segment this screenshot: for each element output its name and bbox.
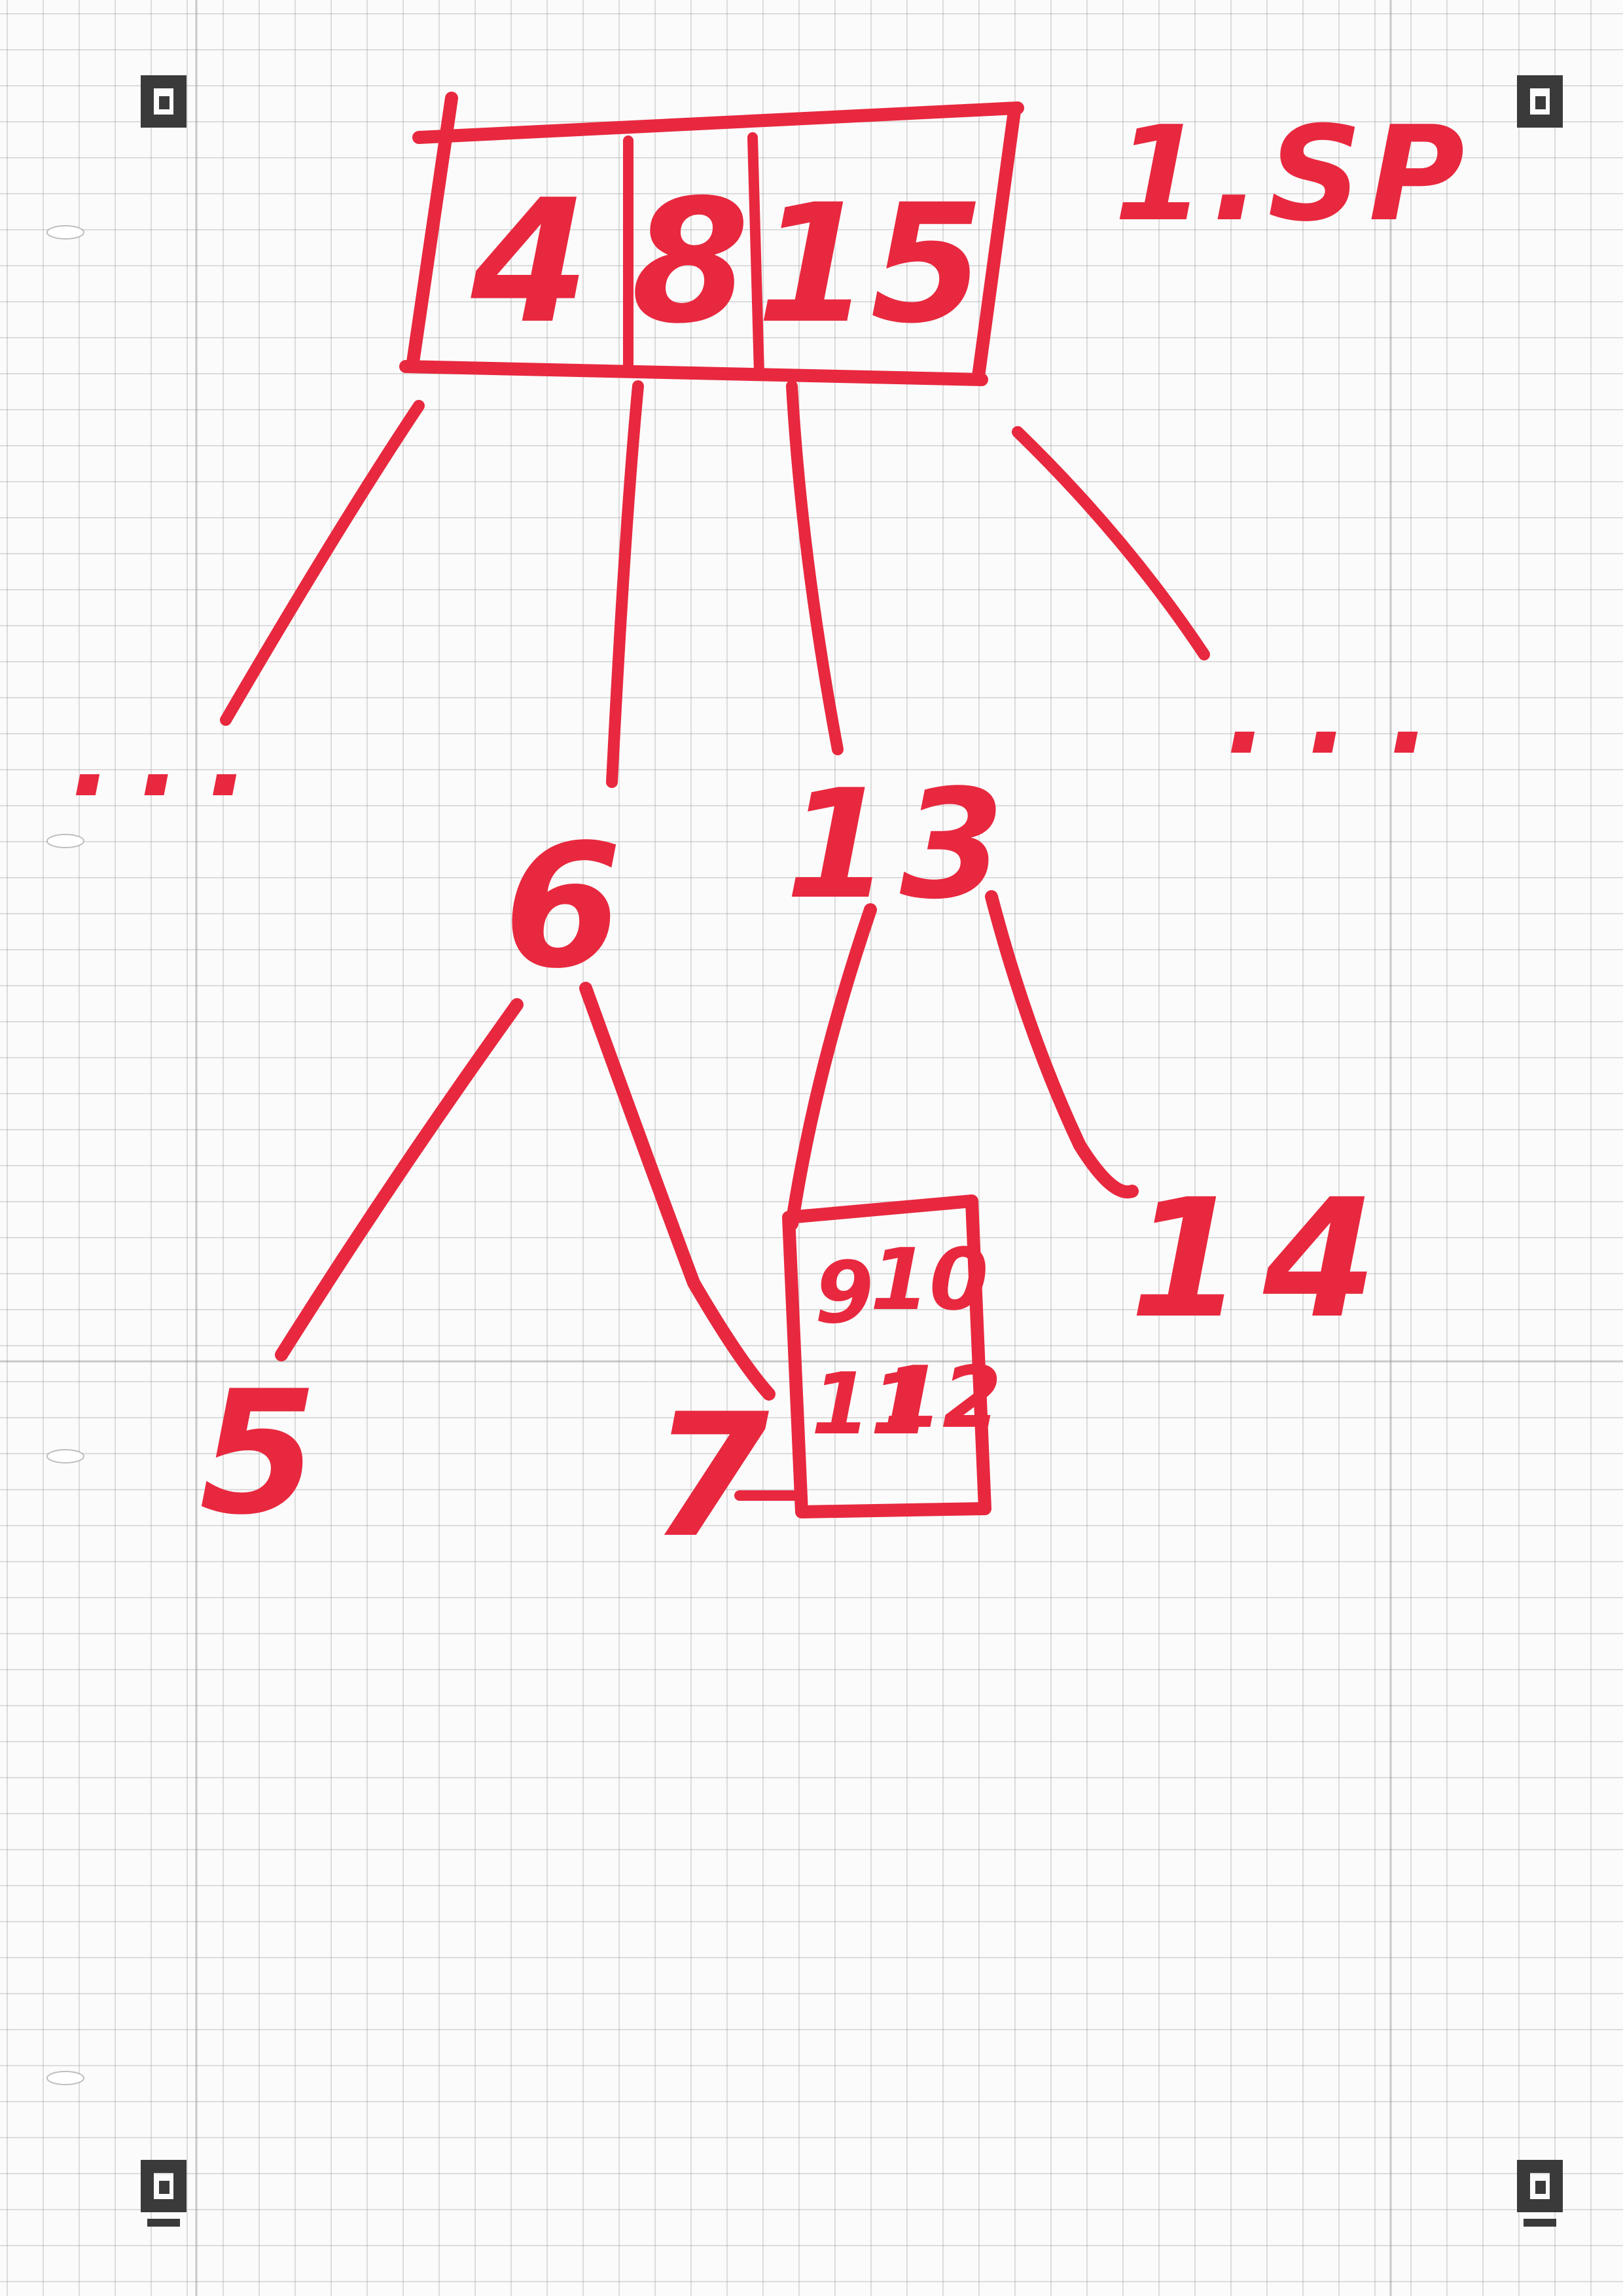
corner-marker-core [1535,96,1546,109]
corner-marker-bottom-right [1517,2160,1563,2227]
root-key: 4 [468,164,589,361]
boxed-node-value: 10 [870,1230,989,1329]
boxed-node-value: 11 [812,1354,930,1454]
root-node-dividers [623,132,764,378]
root-node: 4 8 15 [399,92,1024,386]
ellipsis-left: ... [71,692,276,822]
tree-edge [606,380,644,788]
root-key: 15 [757,169,984,359]
tree-node-7: 7 [651,1378,771,1575]
corner-marker-icon [141,2160,187,2212]
page-label: 1.SP [1114,98,1471,251]
corner-marker-bottom-left [141,2160,187,2227]
ring-hole [46,225,84,240]
tree-edge [220,400,425,726]
root-key: 8 [632,164,750,361]
tree-node-5: 5 [200,1355,318,1552]
tree-edge [786,380,844,755]
tree-node-14: 14 [1130,1164,1397,1354]
corner-marker-icon [141,75,187,128]
ring-hole [46,2071,84,2085]
boxed-node: 9 10 11 12 [734,1194,1002,1518]
tree-edge [275,998,524,1361]
corner-marker-icon [1517,75,1563,128]
corner-marker-bar [147,2219,180,2227]
corner-marker-core [159,2181,169,2194]
tree-edge [785,903,877,1230]
tree-edge [1012,426,1210,660]
corner-marker-icon [1517,2160,1563,2212]
ring-hole [46,1449,84,1463]
tree-edge [985,890,1139,1199]
corner-marker-core [1535,2181,1546,2194]
boxed-node-value: 12 [883,1348,1002,1447]
tree-node-6: 6 [504,808,622,1006]
root-node-outline [399,92,1024,386]
corner-marker-top-right [1517,75,1563,128]
ellipsis-right: ... [1226,650,1471,780]
boxed-node-value: 9 [815,1243,874,1342]
corner-marker-core [159,96,169,109]
tree-node-13: 13 [785,758,1014,933]
ring-hole [46,834,84,848]
corner-marker-bar [1524,2219,1556,2227]
corner-marker-top-left [141,75,187,128]
tree-edge [579,982,776,1401]
boxed-node-outline [782,1194,991,1518]
